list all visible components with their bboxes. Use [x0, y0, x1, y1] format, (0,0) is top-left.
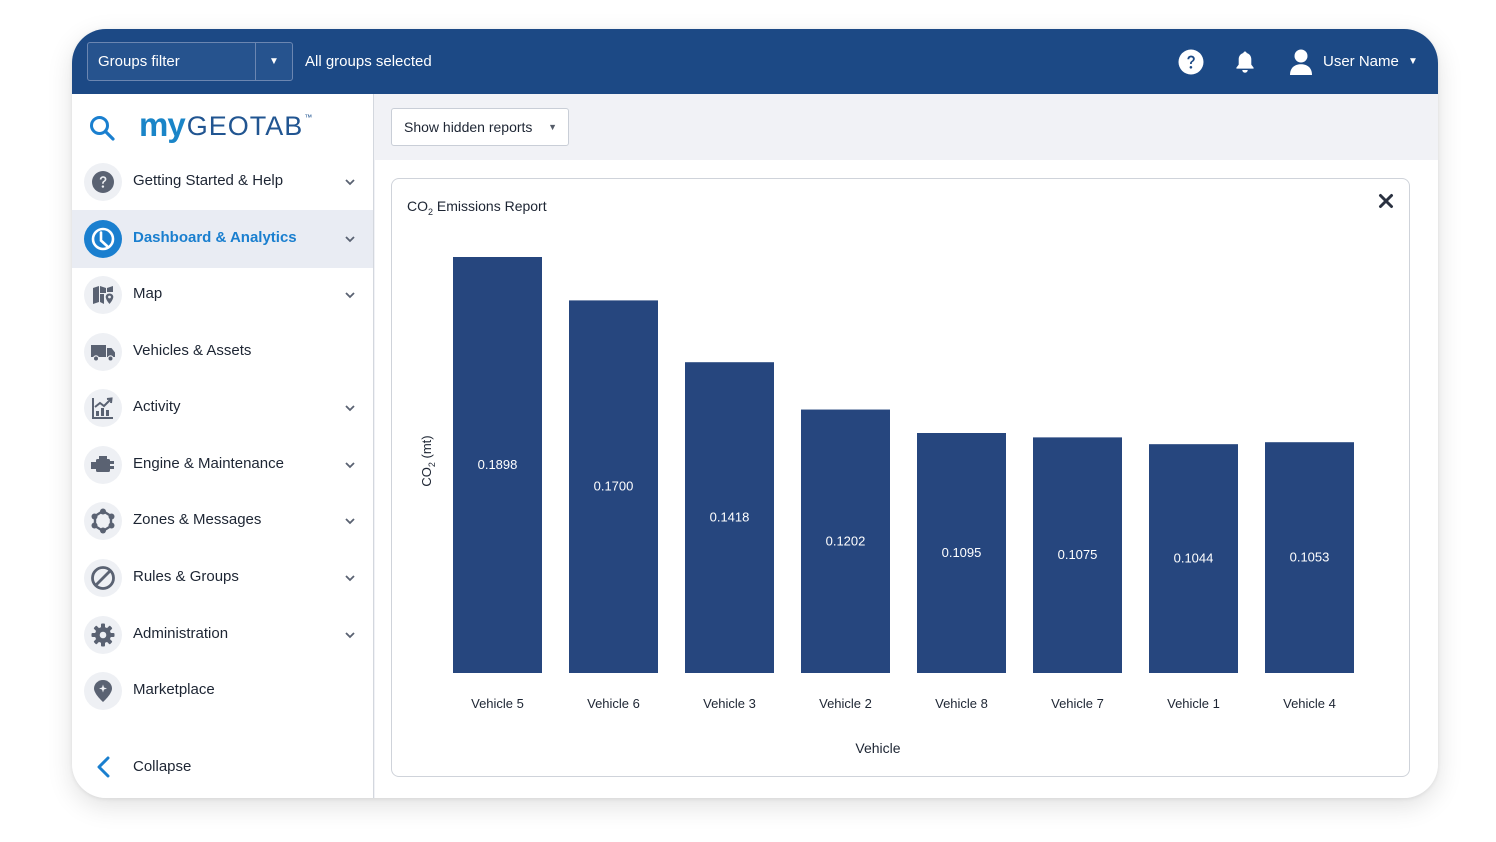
help-circle-icon [84, 163, 122, 201]
nav-label-administration: Administration [133, 625, 229, 642]
user-menu-caret-icon[interactable]: ▼ [1408, 56, 1418, 67]
co2-bar-chart: 0.1898 Vehicle 5 0.1700 Vehicle 6 0.1418 Vehi… [453, 257, 1354, 711]
user-avatar-icon[interactable] [1288, 48, 1314, 76]
help-icon[interactable] [1178, 49, 1204, 75]
chevron-down-icon[interactable] [344, 629, 356, 641]
report-toolbar: Show hidden reports ▼ [375, 94, 1438, 160]
bar-vehicle-6[interactable] [569, 300, 658, 673]
chevron-down-icon[interactable] [344, 233, 356, 245]
engine-icon [84, 446, 122, 484]
show-hidden-reports-label: Show hidden reports [404, 119, 533, 135]
zones-icon [84, 502, 122, 540]
nav-label-zones-messages: Zones & Messages [133, 511, 262, 528]
x-tick-label: Vehicle 3 [703, 696, 756, 711]
nav-label-engine-maintenance: Engine & Maintenance [133, 455, 284, 472]
nav-item-zones-messages[interactable]: Zones & Messages [72, 492, 373, 550]
x-tick-label: Vehicle 5 [471, 696, 524, 711]
truck-icon [84, 333, 122, 371]
caret-down-icon: ▼ [548, 122, 557, 132]
chevron-left-icon [97, 756, 110, 778]
dashboard-icon [84, 220, 122, 258]
search-icon[interactable] [88, 114, 116, 142]
nav-item-dashboard-analytics[interactable]: Dashboard & Analytics [72, 210, 373, 268]
bar-vehicle-4[interactable] [1265, 442, 1354, 673]
nav-item-administration[interactable]: Administration [72, 606, 373, 664]
sidebar: my GEOTAB ™ Getting Started & Help Dashb… [72, 94, 374, 798]
nav-label-marketplace: Marketplace [133, 681, 215, 698]
bar-value-label: 0.1898 [478, 457, 518, 472]
main-content: Show hidden reports ▼ CO2 Emissions Repo… [375, 94, 1438, 798]
nav-label-dashboard-analytics: Dashboard & Analytics [133, 229, 297, 246]
bar-value-label: 0.1095 [942, 545, 982, 560]
x-tick-label: Vehicle 6 [587, 696, 640, 711]
co2-emissions-report-card: CO2 Emissions Report 0.1898 Vehicle 5 0.17… [391, 178, 1410, 777]
x-axis-label: Vehicle [855, 740, 901, 756]
nav-label-map: Map [133, 285, 163, 302]
rules-icon [84, 559, 122, 597]
x-tick-label: Vehicle 8 [935, 696, 988, 711]
gear-icon [84, 616, 122, 654]
groups-selected-text: All groups selected [305, 53, 432, 70]
map-icon [84, 276, 122, 314]
close-icon[interactable] [1378, 193, 1394, 209]
bar-vehicle-5[interactable] [453, 257, 542, 673]
chevron-down-icon[interactable] [344, 572, 356, 584]
nav-label-activity: Activity [133, 398, 181, 415]
report-title: CO2 Emissions Report [407, 198, 547, 217]
user-name[interactable]: User Name [1323, 53, 1399, 70]
nav-item-vehicles-assets[interactable]: Vehicles & Assets [72, 323, 373, 381]
x-tick-label: Vehicle 4 [1283, 696, 1336, 711]
activity-chart-icon [84, 389, 122, 427]
top-bar: Groups filter ▼ All groups selected User… [72, 29, 1438, 94]
bar-value-label: 0.1044 [1174, 551, 1214, 566]
caret-down-icon[interactable]: ▼ [255, 43, 292, 80]
nav-label-rules-groups: Rules & Groups [133, 568, 239, 585]
bar-value-label: 0.1700 [594, 479, 634, 494]
chevron-down-icon[interactable] [344, 402, 356, 414]
x-tick-label: Vehicle 2 [819, 696, 872, 711]
logo-trademark: ™ [304, 113, 313, 122]
nav-item-rules-groups[interactable]: Rules & Groups [72, 549, 373, 607]
x-tick-label: Vehicle 7 [1051, 696, 1104, 711]
bar-vehicle-2[interactable] [801, 409, 890, 673]
groups-filter-label: Groups filter [98, 53, 180, 70]
chevron-down-icon[interactable] [344, 459, 356, 471]
bar-value-label: 0.1202 [826, 533, 866, 548]
y-axis-label: CO2 (mt) [419, 435, 437, 487]
nav-label-getting-started: Getting Started & Help [133, 172, 284, 189]
mygeotab-logo: my GEOTAB ™ [139, 106, 313, 143]
bar-vehicle-8[interactable] [917, 433, 1006, 673]
bar-value-label: 0.1418 [710, 510, 750, 525]
nav-item-marketplace[interactable]: Marketplace [72, 662, 373, 720]
show-hidden-reports-dropdown[interactable]: Show hidden reports ▼ [391, 108, 569, 146]
app-window: Groups filter ▼ All groups selected User… [72, 29, 1438, 798]
marketplace-icon [84, 672, 122, 710]
bar-vehicle-3[interactable] [685, 362, 774, 673]
nav-item-map[interactable]: Map [72, 266, 373, 324]
logo-my: my [139, 106, 186, 143]
bar-value-label: 0.1053 [1290, 550, 1330, 565]
nav-item-engine-maintenance[interactable]: Engine & Maintenance [72, 436, 373, 494]
bar-vehicle-1[interactable] [1149, 444, 1238, 673]
x-tick-label: Vehicle 1 [1167, 696, 1220, 711]
bar-value-label: 0.1075 [1058, 547, 1098, 562]
groups-filter-dropdown[interactable]: Groups filter ▼ [87, 42, 293, 81]
nav-item-activity[interactable]: Activity [72, 379, 373, 437]
logo-geotab: GEOTAB [186, 111, 304, 141]
bell-icon[interactable] [1232, 49, 1258, 75]
chevron-down-icon[interactable] [344, 176, 356, 188]
bar-vehicle-7[interactable] [1033, 437, 1122, 673]
chevron-down-icon[interactable] [344, 515, 356, 527]
collapse-sidebar-button[interactable]: Collapse [72, 745, 373, 789]
collapse-label: Collapse [133, 758, 192, 775]
nav-label-vehicles-assets: Vehicles & Assets [133, 342, 252, 359]
nav-item-getting-started[interactable]: Getting Started & Help [72, 153, 373, 211]
chevron-down-icon[interactable] [344, 289, 356, 301]
